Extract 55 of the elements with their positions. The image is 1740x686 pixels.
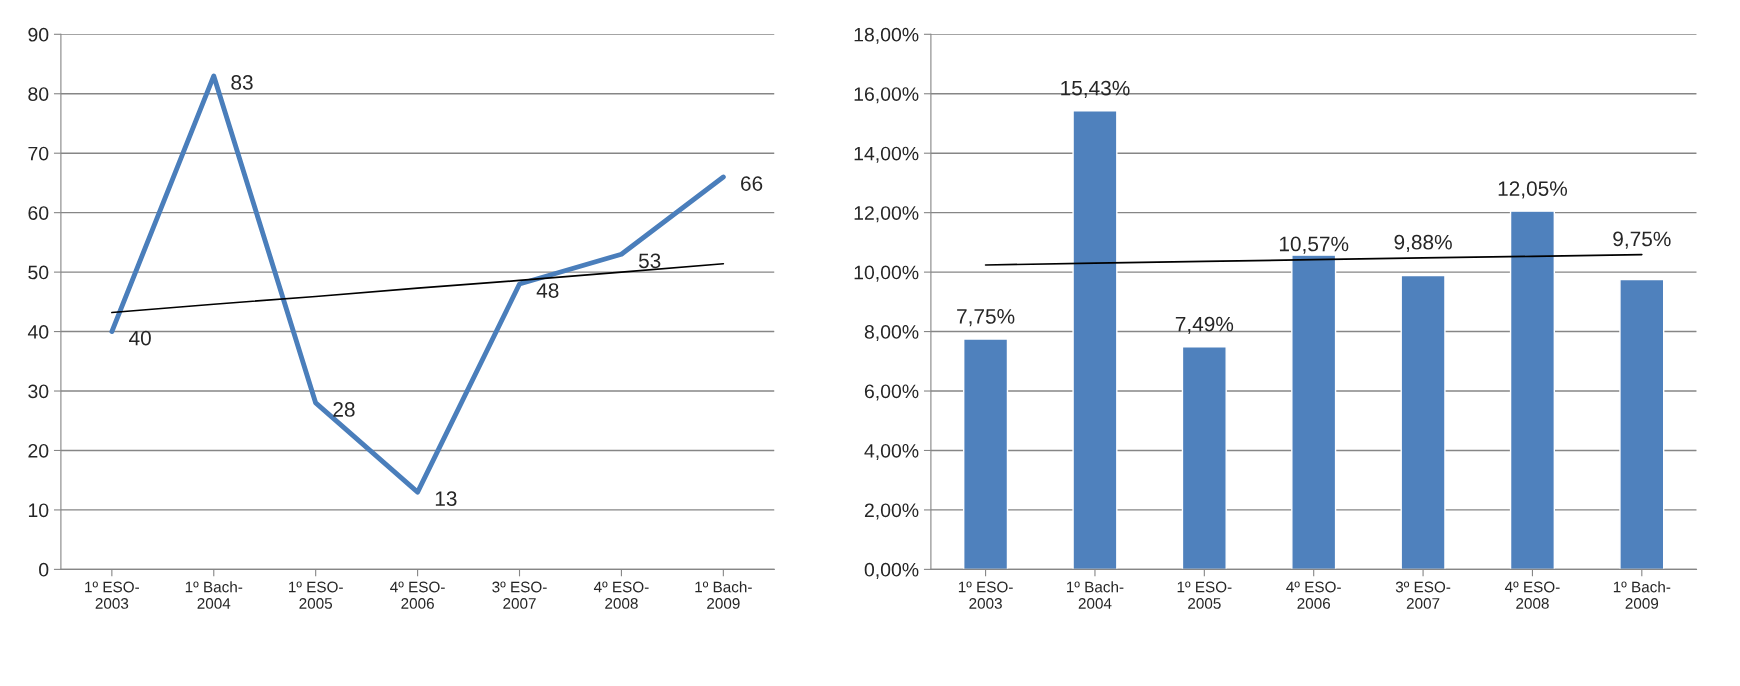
y-tick-label: 50 <box>28 265 49 280</box>
data-label: 9,88% <box>1394 234 1452 253</box>
x-tick-label: 1º Bach- 2009 <box>695 581 752 609</box>
data-label: 12,05% <box>1498 181 1568 199</box>
x-tick-label: 4º ESO- 2008 <box>593 581 649 609</box>
y-tick-label: 80 <box>28 87 49 101</box>
y-tick-label: 14,00% <box>854 146 919 163</box>
data-label: 48 <box>536 283 559 298</box>
y-tick-label: 30 <box>28 384 49 399</box>
y-tick-label: 0 <box>39 562 49 577</box>
bar <box>963 338 1009 570</box>
x-tick-label: 1º Bach- 2009 <box>1613 581 1671 609</box>
data-label: 40 <box>129 330 151 346</box>
y-tick-label: 10,00% <box>854 265 919 282</box>
y-tick-label: 70 <box>28 146 49 161</box>
data-label: 13 <box>435 491 457 507</box>
bar <box>1509 210 1556 570</box>
data-label: 9,75% <box>1613 231 1671 249</box>
x-tick-label: 1º ESO- 2005 <box>289 581 343 609</box>
data-label: 7,49% <box>1175 316 1234 334</box>
x-tick-label: 3º ESO- 2007 <box>1395 581 1451 609</box>
x-tick-label: 4º ESO- 2008 <box>1504 581 1560 609</box>
x-tick-label: 3º ESO- 2007 <box>492 581 547 609</box>
y-tick-label: 8,00% <box>864 325 919 342</box>
x-tick-label: 1º ESO- 2003 <box>958 581 1013 609</box>
data-label: 10,57% <box>1279 236 1349 254</box>
bar <box>1291 254 1337 570</box>
data-label: 53 <box>638 253 661 269</box>
bar <box>1619 278 1665 570</box>
x-tick-label: 4º ESO- 2006 <box>390 581 445 609</box>
bar <box>1181 346 1227 570</box>
bar <box>1400 274 1446 570</box>
y-tick-label: 10 <box>28 503 49 518</box>
y-tick-label: 18,00% <box>854 27 919 44</box>
x-tick-label: 1º ESO- 2003 <box>85 581 140 609</box>
x-tick-label: 4º ESO- 2006 <box>1286 581 1341 609</box>
y-tick-label: 4,00% <box>864 443 919 461</box>
y-tick-label: 40 <box>27 325 49 339</box>
data-label: 83 <box>231 75 253 90</box>
y-tick-label: 12,00% <box>854 206 919 223</box>
line-series <box>984 253 1643 266</box>
data-label: 7,75% <box>957 309 1015 327</box>
y-tick-label: 16,00% <box>854 87 919 104</box>
x-tick-label: 1º ESO- 2005 <box>1177 581 1232 609</box>
y-tick-label: 20 <box>28 443 49 458</box>
y-tick-label: 2,00% <box>864 503 919 520</box>
y-tick-label: 60 <box>28 206 49 220</box>
data-label: 66 <box>741 176 763 191</box>
x-tick-label: 1º Bach- 2004 <box>1067 581 1124 609</box>
y-tick-label: 90 <box>28 27 49 42</box>
data-label: 28 <box>333 402 355 417</box>
bar <box>1072 110 1118 570</box>
x-tick-label: 1º Bach- 2004 <box>185 581 243 609</box>
y-tick-label: 6,00% <box>864 384 919 401</box>
y-tick-label: 0,00% <box>864 562 919 579</box>
